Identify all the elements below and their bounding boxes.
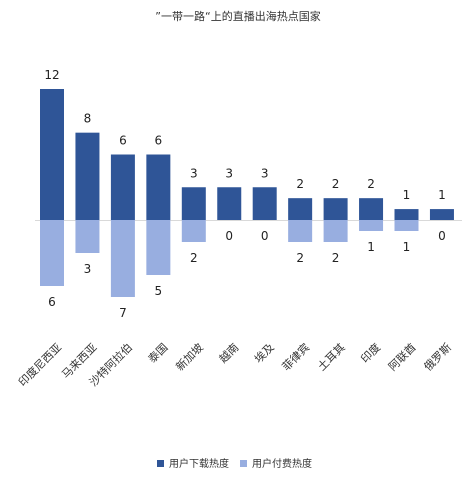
legend-swatch-download	[157, 460, 164, 467]
value-label-download-8: 2	[332, 177, 340, 191]
value-label-download-7: 2	[296, 177, 304, 191]
legend-label-download: 用户下载热度	[169, 457, 229, 470]
category-label-8: 土耳其	[315, 341, 348, 374]
bar-download-2	[110, 154, 135, 220]
bar-download-3	[146, 154, 171, 220]
bar-download-1	[75, 132, 100, 220]
value-label-payment-10: 1	[403, 240, 411, 254]
category-label-5: 越南	[216, 340, 241, 365]
value-label-download-2: 6	[119, 134, 127, 148]
bar-download-9	[359, 198, 384, 220]
bar-payment-3	[146, 220, 171, 275]
bars-group	[40, 89, 454, 297]
bar-download-7	[288, 198, 313, 220]
value-label-payment-11: 0	[438, 229, 446, 243]
value-label-download-11: 1	[438, 188, 446, 202]
value-label-payment-2: 7	[119, 306, 127, 320]
legend-label-payment: 用户付费热度	[252, 457, 312, 470]
chart-title: ”一带一路“上的直播出海热点国家	[155, 9, 320, 23]
value-label-payment-4: 2	[190, 251, 198, 265]
bar-payment-8	[323, 220, 348, 242]
bar-download-5	[217, 187, 242, 220]
legend-swatch-payment	[240, 460, 247, 467]
category-label-6: 埃及	[251, 340, 276, 365]
bar-payment-1	[75, 220, 100, 253]
bar-download-0	[40, 89, 64, 220]
category-label-0: 印度尼西亚	[15, 340, 64, 389]
value-label-payment-7: 2	[296, 251, 304, 265]
value-label-payment-5: 0	[225, 229, 233, 243]
category-label-3: 泰国	[145, 340, 170, 365]
value-label-payment-3: 5	[155, 284, 163, 298]
value-label-payment-1: 3	[84, 262, 92, 276]
bar-payment-4	[181, 220, 206, 242]
bar-payment-0	[40, 220, 64, 286]
category-label-7: 菲律宾	[279, 340, 312, 373]
bar-download-6	[252, 187, 277, 220]
bar-download-4	[181, 187, 206, 220]
value-label-download-6: 3	[261, 166, 269, 180]
value-label-download-10: 1	[403, 188, 411, 202]
value-label-download-3: 6	[155, 134, 163, 148]
value-label-download-9: 2	[367, 177, 375, 191]
value-label-payment-8: 2	[332, 251, 340, 265]
value-label-download-0: 12	[44, 68, 59, 82]
bar-payment-7	[288, 220, 313, 242]
bar-download-11	[429, 209, 454, 220]
bar-payment-2	[110, 220, 135, 297]
bar-payment-10	[394, 220, 419, 231]
category-label-10: 阿联酋	[385, 340, 418, 373]
value-label-download-1: 8	[84, 112, 92, 126]
value-label-download-4: 3	[190, 166, 198, 180]
value-label-payment-9: 1	[367, 240, 375, 254]
value-label-payment-6: 0	[261, 229, 269, 243]
bar-download-10	[394, 209, 419, 220]
category-label-4: 新加坡	[173, 340, 206, 373]
value-label-payment-0: 6	[48, 295, 56, 309]
value-label-download-5: 3	[225, 166, 233, 180]
bar-payment-9	[359, 220, 384, 231]
legend: 用户下载热度 用户付费热度	[157, 457, 312, 470]
category-label-11: 俄罗斯	[422, 341, 455, 374]
value-labels-group: 12 6 8 3 6 7 6 5 3 2 3 0 3 0 2 2 2 2 2 1 1 1 1 0	[44, 68, 445, 320]
category-label-9: 印度	[358, 340, 383, 365]
bar-download-8	[323, 198, 348, 220]
